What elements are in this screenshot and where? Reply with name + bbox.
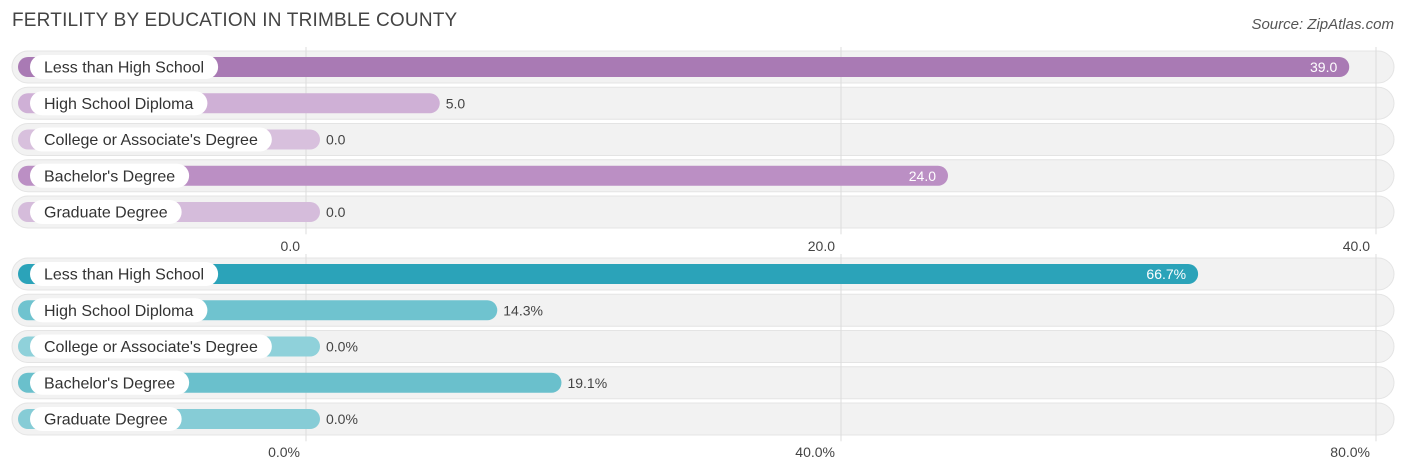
category-label-pill (30, 370, 190, 395)
category-label-pill (30, 127, 272, 152)
category-label: High School Diploma (44, 303, 194, 320)
bar (18, 264, 1199, 284)
value-label: 0.0 (326, 132, 346, 148)
source-credit: Source: ZipAtlas.com (1251, 16, 1394, 33)
value-label: 5.0 (446, 95, 466, 111)
category-label-pill (30, 163, 190, 188)
row-track (11, 195, 1395, 229)
category-label-pill (30, 91, 208, 116)
category-label: Graduate Degree (44, 205, 168, 222)
value-label: 0.0 (326, 204, 346, 220)
category-label: College or Associate's Degree (44, 132, 258, 149)
tick-label: 40.0% (795, 444, 835, 460)
category-label-pill (30, 200, 182, 224)
category-label: Less than High School (44, 60, 204, 77)
tick-label: 80.0% (1330, 444, 1370, 460)
bar-chart-1: Less than High School 39.0 High School Dip… (11, 47, 1395, 254)
tick-label: 0.0% (268, 444, 300, 460)
value-label: 19.1% (567, 375, 607, 391)
value-label: 39.0 (1310, 59, 1337, 75)
category-label-pill (30, 262, 219, 286)
value-label: 24.0 (909, 168, 936, 184)
category-label: High School Diploma (44, 96, 194, 113)
category-label: Graduate Degree (44, 412, 168, 429)
category-label: Bachelor's Degree (44, 375, 175, 392)
bar (18, 165, 948, 186)
category-label-pill (30, 55, 219, 79)
category-label-pill (30, 298, 208, 323)
row-track (11, 123, 1395, 156)
category-label: Bachelor's Degree (44, 168, 175, 185)
category-label-pill (30, 334, 272, 359)
value-label: 0.0% (326, 411, 358, 427)
category-label: Less than High School (44, 267, 204, 284)
tick-label: 0.0 (281, 238, 301, 254)
value-label: 66.7% (1146, 266, 1186, 282)
value-label: 14.3% (503, 302, 543, 318)
bar (18, 57, 1350, 77)
category-label-pill (30, 407, 182, 431)
row-track (11, 330, 1395, 363)
chart-title: FERTILITY BY EDUCATION IN TRIMBLE COUNTY (12, 10, 458, 31)
bar-chart-2: Less than High School 66.7% High School Di… (11, 254, 1395, 460)
category-label: College or Associate's Degree (44, 339, 258, 356)
row-track (11, 402, 1395, 436)
tick-label: 40.0 (1343, 238, 1370, 254)
tick-label: 20.0 (808, 238, 835, 254)
value-label: 0.0% (326, 339, 358, 355)
